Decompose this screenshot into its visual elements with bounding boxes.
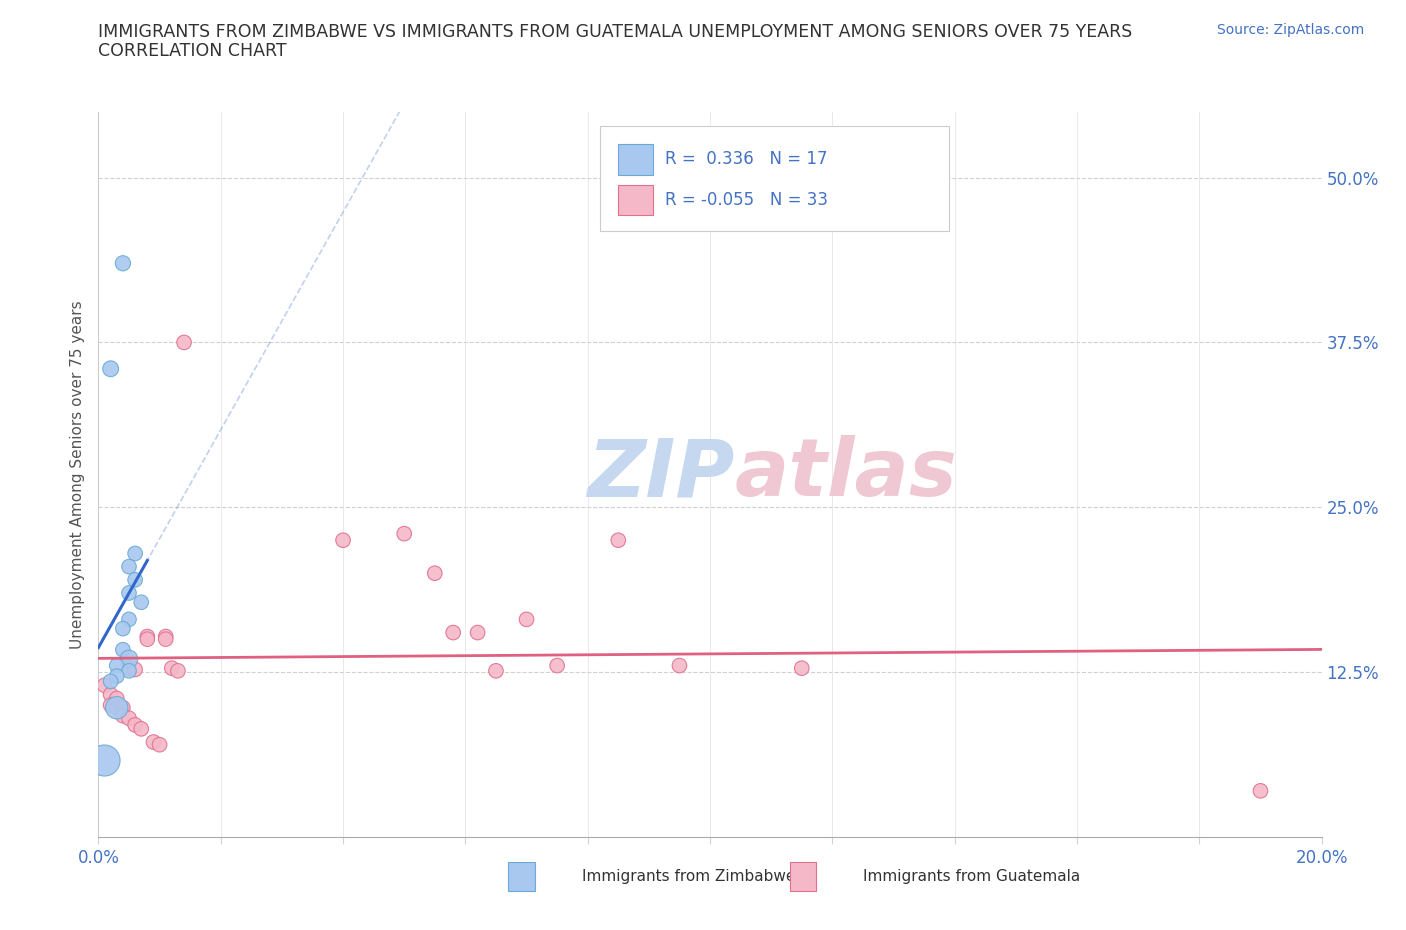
Point	[111, 256, 134, 271]
Point	[790, 660, 813, 675]
Point	[111, 700, 134, 715]
Point	[160, 660, 183, 675]
Point	[105, 691, 128, 706]
Point	[546, 658, 568, 673]
Text: CORRELATION CHART: CORRELATION CHART	[98, 42, 287, 60]
Point	[149, 737, 172, 752]
Point	[118, 559, 141, 574]
Point	[129, 595, 152, 610]
Text: R = -0.055   N = 33: R = -0.055 N = 33	[665, 191, 828, 209]
Point	[423, 565, 446, 580]
Text: atlas: atlas	[734, 435, 957, 513]
Text: Immigrants from Guatemala: Immigrants from Guatemala	[863, 870, 1080, 884]
Point	[118, 586, 141, 601]
Point	[485, 663, 508, 678]
Point	[332, 533, 354, 548]
Point	[607, 533, 630, 548]
Point	[111, 621, 134, 636]
Y-axis label: Unemployment Among Seniors over 75 years: Unemployment Among Seniors over 75 years	[70, 300, 86, 648]
Point	[136, 631, 159, 646]
Point	[93, 678, 115, 693]
Text: Source: ZipAtlas.com: Source: ZipAtlas.com	[1216, 23, 1364, 37]
Point	[124, 546, 146, 561]
Point	[118, 663, 141, 678]
Point	[142, 735, 165, 750]
Point	[100, 698, 122, 712]
Point	[118, 652, 141, 667]
Point	[124, 717, 146, 732]
Bar	[619, 144, 652, 175]
Point	[124, 662, 146, 677]
Bar	[508, 862, 536, 891]
Text: Immigrants from Zimbabwe: Immigrants from Zimbabwe	[582, 870, 794, 884]
Point	[136, 629, 159, 644]
Point	[467, 625, 489, 640]
Point	[105, 658, 128, 673]
Point	[118, 711, 141, 725]
Point	[668, 658, 690, 673]
Point	[118, 612, 141, 627]
Point	[1249, 783, 1271, 798]
Point	[111, 709, 134, 724]
Text: ZIP: ZIP	[588, 435, 734, 513]
Point	[100, 674, 122, 689]
Point	[129, 722, 152, 737]
FancyBboxPatch shape	[600, 126, 949, 232]
Point	[105, 700, 128, 715]
Point	[105, 669, 128, 684]
Point	[155, 631, 177, 646]
Point	[93, 753, 115, 768]
Point	[516, 612, 538, 627]
Point	[441, 625, 464, 640]
Point	[124, 572, 146, 587]
Point	[167, 663, 190, 678]
Point	[173, 335, 195, 350]
Bar	[790, 862, 817, 891]
Point	[111, 643, 134, 658]
Point	[392, 526, 416, 541]
Point	[100, 687, 122, 702]
Point	[155, 629, 177, 644]
Point	[118, 660, 141, 675]
Point	[100, 362, 122, 377]
Bar	[619, 185, 652, 216]
Text: IMMIGRANTS FROM ZIMBABWE VS IMMIGRANTS FROM GUATEMALA UNEMPLOYMENT AMONG SENIORS: IMMIGRANTS FROM ZIMBABWE VS IMMIGRANTS F…	[98, 23, 1133, 41]
Point	[105, 700, 128, 715]
Text: R =  0.336   N = 17: R = 0.336 N = 17	[665, 150, 827, 167]
